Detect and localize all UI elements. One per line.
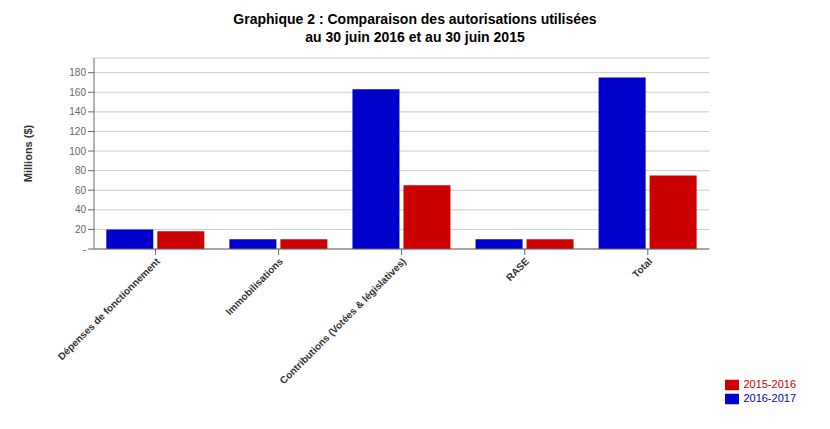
svg-text:160: 160 xyxy=(69,87,86,98)
svg-text:-: - xyxy=(83,244,86,255)
svg-text:100: 100 xyxy=(69,146,86,157)
svg-text:60: 60 xyxy=(75,185,87,196)
svg-text:Immobilisations: Immobilisations xyxy=(223,255,285,317)
svg-text:180: 180 xyxy=(69,67,86,78)
html-text:Graphique 2 : Comparaison des: Graphique 2 : Comparaison des autorisati… xyxy=(233,11,597,45)
svg-text:80: 80 xyxy=(75,165,87,176)
html-text:2016-2017: 2016-2017 xyxy=(743,391,796,404)
svg-text:Contributions (Votées & législ: Contributions (Votées & législatives) xyxy=(278,256,409,387)
svg-text:Millions ($): Millions ($) xyxy=(22,124,34,182)
svg-text:120: 120 xyxy=(69,126,86,137)
svg-text:40: 40 xyxy=(75,204,87,215)
svg-text:20: 20 xyxy=(75,224,87,235)
svg-text:RASE: RASE xyxy=(504,255,532,283)
svg-text:140: 140 xyxy=(69,106,86,117)
svg-text:Dépenses de fonctionnement: Dépenses de fonctionnement xyxy=(56,255,163,362)
html-text:2015-2016: 2015-2016 xyxy=(743,377,796,390)
svg-text:Total: Total xyxy=(630,256,654,280)
